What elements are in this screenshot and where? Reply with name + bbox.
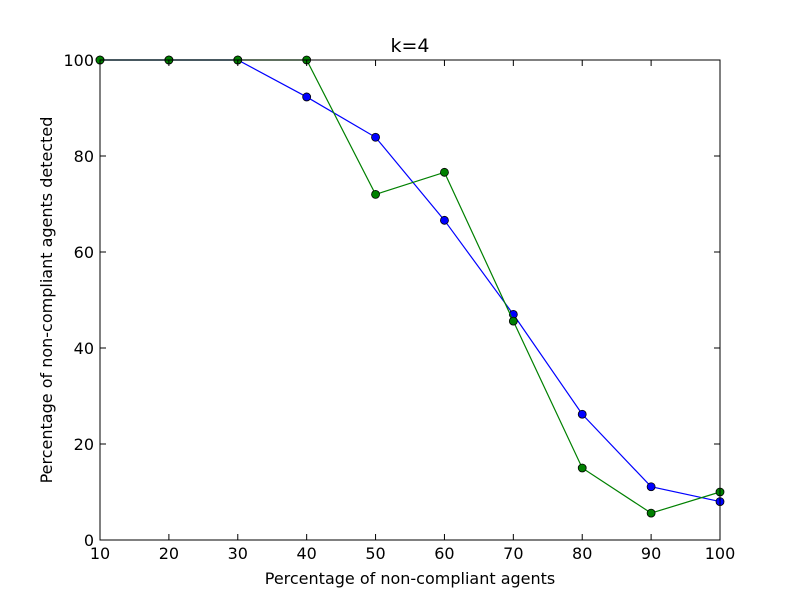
series-1-point [371,132,380,142]
plot-frame [99,59,721,541]
x-tick-label: 60 [434,544,454,563]
series-2-point [440,167,449,177]
x-tick-label: 10 [90,544,110,563]
x-tick-label: 30 [228,544,248,563]
series-1 [95,55,725,507]
x-tick-label: 20 [159,544,179,563]
x-axis-label: Percentage of non-compliant agents [265,569,556,588]
y-tick-label: 100 [63,51,94,70]
y-tick-label: 60 [74,243,94,262]
y-axis-label: Percentage of non-compliant agents detec… [37,117,56,484]
series-1-point [302,92,312,102]
series-1-line [100,59,721,503]
series-1-point [440,215,449,225]
series-2-point [646,508,656,518]
y-tick-label: 20 [74,435,94,454]
chart-title: k=4 [390,35,429,57]
series-2 [95,55,725,518]
y-tick-label: 80 [74,147,94,166]
x-tick-label: 50 [365,544,385,563]
series-1-point [577,409,587,419]
series-2-line [100,59,721,514]
x-tick-label: 40 [296,544,316,563]
series-2-point [508,316,518,326]
x-tick-label: 100 [705,544,736,563]
series-2-point [577,463,587,473]
x-tick-label: 90 [641,544,661,563]
series-1-point [646,482,656,492]
y-tick-label: 0 [84,531,94,550]
x-tick-label: 80 [572,544,592,563]
plot-series-layer [95,55,725,518]
y-axis: 0 20 40 60 80 100 [63,51,720,550]
x-axis: 10 20 30 40 50 60 70 80 90 100 [90,60,735,563]
y-tick-label: 40 [74,339,94,358]
x-tick-label: 70 [503,544,523,563]
series-2-point [371,189,380,199]
